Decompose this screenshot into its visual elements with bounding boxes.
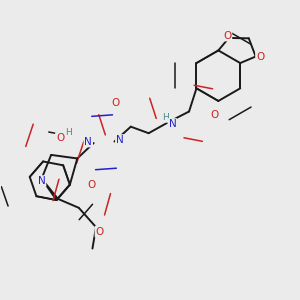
- Text: O: O: [256, 52, 264, 61]
- Text: H: H: [66, 128, 72, 137]
- Text: N: N: [116, 135, 124, 145]
- Text: N: N: [84, 136, 92, 146]
- Text: N: N: [169, 119, 176, 129]
- Text: O: O: [87, 180, 95, 190]
- Text: O: O: [211, 110, 219, 120]
- Text: O: O: [223, 31, 231, 40]
- Text: H: H: [163, 113, 169, 122]
- Text: O: O: [112, 98, 120, 109]
- Text: O: O: [95, 226, 104, 237]
- Text: N: N: [38, 176, 46, 186]
- Text: O: O: [56, 133, 64, 143]
